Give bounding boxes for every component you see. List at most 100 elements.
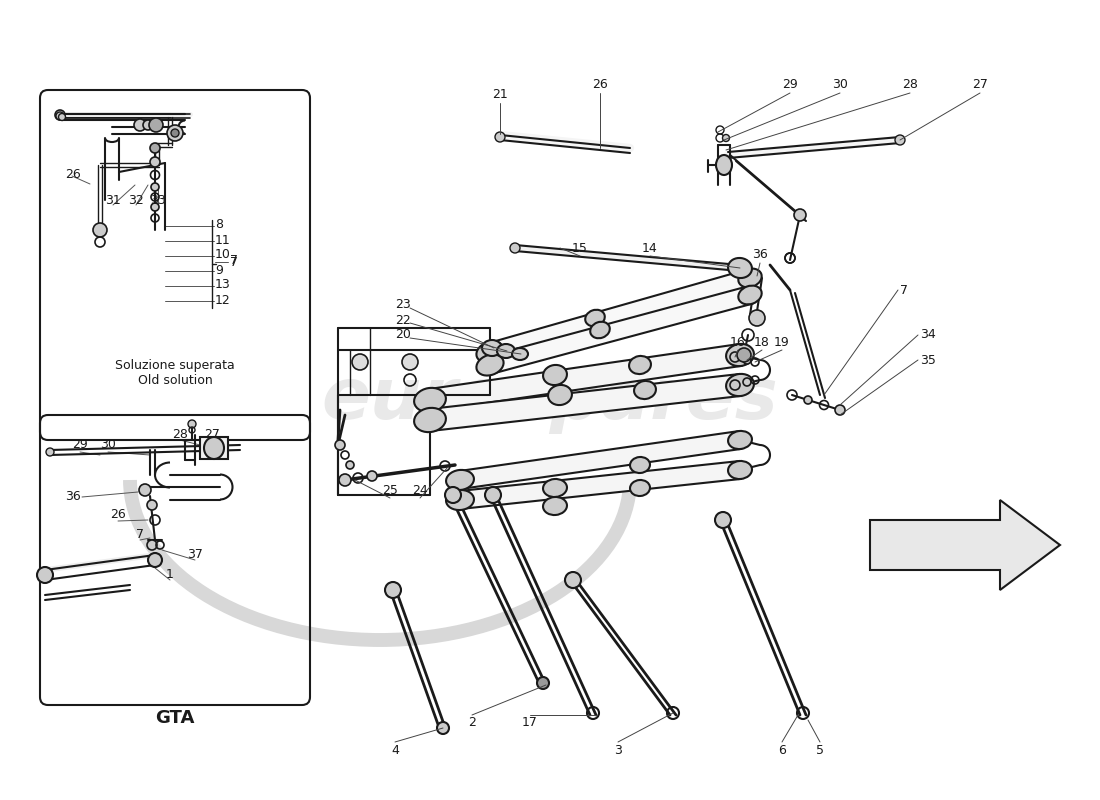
Ellipse shape: [543, 479, 566, 497]
Text: 26: 26: [110, 509, 125, 522]
Circle shape: [437, 722, 449, 734]
Text: 16: 16: [730, 335, 746, 349]
Circle shape: [55, 110, 65, 120]
Text: 14: 14: [642, 242, 658, 254]
Ellipse shape: [726, 374, 754, 396]
Text: 20: 20: [395, 329, 411, 342]
Text: 37: 37: [187, 549, 202, 562]
Text: Soluzione superata: Soluzione superata: [116, 358, 235, 371]
Ellipse shape: [591, 322, 609, 338]
Circle shape: [742, 378, 751, 386]
Text: 17: 17: [522, 717, 538, 730]
Ellipse shape: [414, 388, 446, 412]
Circle shape: [485, 487, 501, 503]
Circle shape: [148, 553, 162, 567]
Polygon shape: [428, 344, 741, 411]
Text: 19: 19: [774, 335, 790, 349]
Text: 30: 30: [100, 438, 116, 451]
Circle shape: [367, 471, 377, 481]
Text: 6: 6: [778, 743, 785, 757]
Text: 1: 1: [166, 569, 174, 582]
Ellipse shape: [728, 258, 752, 278]
Circle shape: [56, 112, 64, 120]
Ellipse shape: [738, 286, 761, 305]
Ellipse shape: [726, 344, 754, 366]
Circle shape: [151, 183, 160, 191]
Circle shape: [188, 420, 196, 428]
Circle shape: [537, 677, 549, 689]
Text: 11: 11: [214, 234, 231, 246]
Ellipse shape: [629, 356, 651, 374]
Circle shape: [150, 143, 160, 153]
Circle shape: [143, 120, 153, 130]
Bar: [200, 437, 228, 459]
Circle shape: [148, 118, 163, 132]
Circle shape: [37, 567, 53, 583]
Text: 28: 28: [172, 429, 188, 442]
Ellipse shape: [476, 354, 504, 375]
Ellipse shape: [414, 408, 446, 432]
Polygon shape: [487, 286, 752, 374]
Text: 2: 2: [469, 717, 476, 730]
Circle shape: [715, 512, 732, 528]
Ellipse shape: [446, 490, 474, 510]
Circle shape: [723, 134, 729, 142]
Circle shape: [446, 487, 461, 503]
Circle shape: [804, 396, 812, 404]
Text: Old solution: Old solution: [138, 374, 212, 386]
Text: 15: 15: [572, 242, 587, 254]
Circle shape: [167, 125, 183, 141]
Circle shape: [151, 203, 160, 211]
Text: 13: 13: [214, 278, 231, 291]
Ellipse shape: [543, 497, 566, 515]
Text: 7: 7: [230, 254, 238, 266]
Circle shape: [565, 572, 581, 588]
Circle shape: [346, 461, 354, 469]
Circle shape: [58, 114, 66, 121]
Circle shape: [339, 474, 351, 486]
Text: 24: 24: [412, 483, 428, 497]
Circle shape: [895, 135, 905, 145]
Circle shape: [749, 310, 764, 326]
Ellipse shape: [204, 437, 224, 459]
Text: 27: 27: [972, 78, 988, 91]
Text: 22: 22: [395, 314, 410, 326]
Circle shape: [737, 348, 751, 362]
Text: 23: 23: [395, 298, 410, 311]
Text: 27: 27: [205, 429, 220, 442]
Text: 7: 7: [136, 529, 144, 542]
Circle shape: [150, 157, 160, 167]
Ellipse shape: [634, 381, 656, 399]
Ellipse shape: [585, 310, 605, 326]
Circle shape: [170, 129, 179, 137]
Ellipse shape: [548, 385, 572, 405]
Text: 34: 34: [920, 329, 936, 342]
Text: 5: 5: [816, 743, 824, 757]
Polygon shape: [429, 374, 741, 431]
Text: 26: 26: [592, 78, 608, 91]
Text: 29: 29: [782, 78, 797, 91]
Circle shape: [510, 243, 520, 253]
Text: 31: 31: [106, 194, 121, 206]
Ellipse shape: [630, 457, 650, 473]
Circle shape: [94, 223, 107, 237]
Text: 36: 36: [65, 490, 80, 503]
Text: 9: 9: [214, 263, 223, 277]
Text: 30: 30: [832, 78, 848, 91]
Ellipse shape: [716, 155, 732, 175]
Text: 33: 33: [150, 194, 166, 206]
Text: eurospares: eurospares: [321, 366, 779, 434]
Ellipse shape: [728, 461, 752, 479]
Text: 3: 3: [614, 743, 622, 757]
Polygon shape: [459, 431, 741, 489]
Circle shape: [46, 448, 54, 456]
Circle shape: [147, 500, 157, 510]
Circle shape: [402, 354, 418, 370]
Circle shape: [352, 354, 368, 370]
Text: GTA: GTA: [155, 709, 195, 727]
Ellipse shape: [728, 431, 752, 449]
Text: 8: 8: [214, 218, 223, 231]
Circle shape: [147, 540, 157, 550]
Text: 7: 7: [230, 255, 238, 269]
Polygon shape: [459, 461, 741, 509]
